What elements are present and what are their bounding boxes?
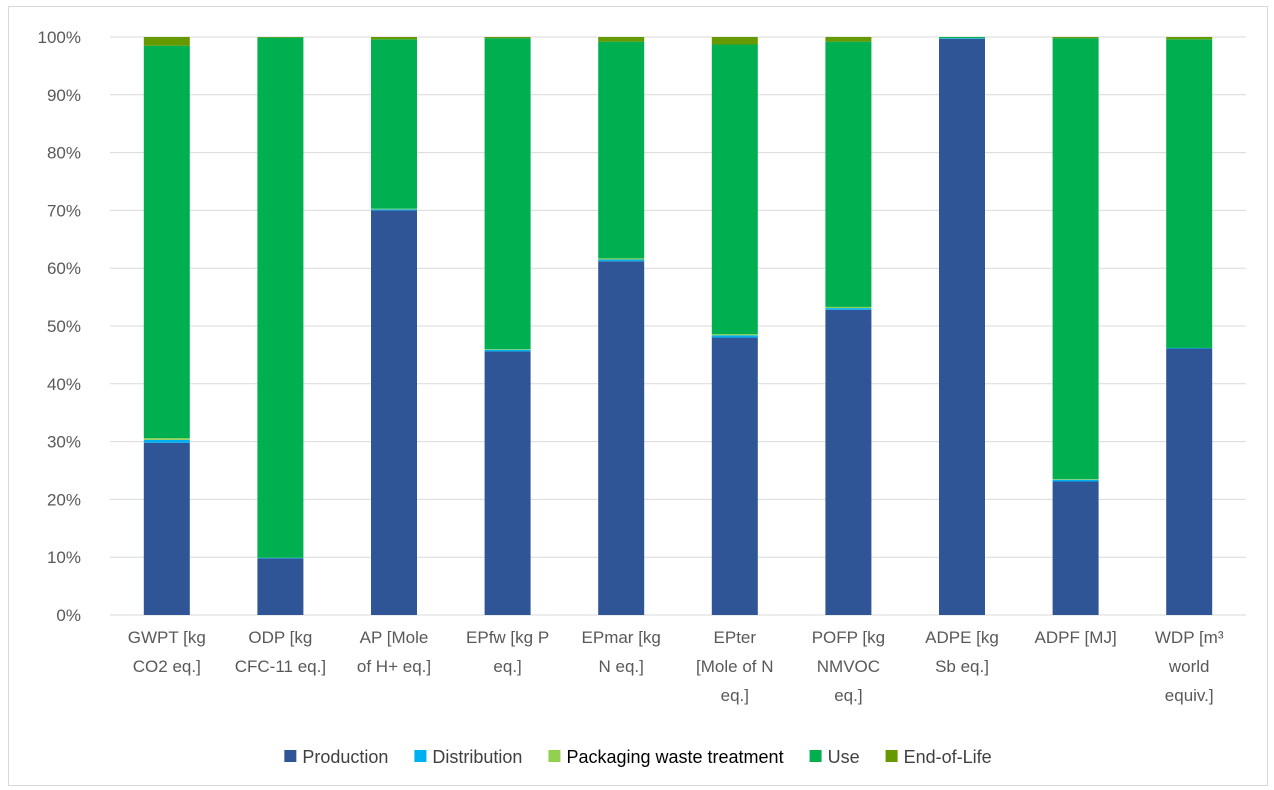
- bar-segment-distribution: [484, 349, 531, 352]
- x-axis-labels: GWPT [kg CO2 eq.] ODP [kg CFC-11 eq.] AP [Mo…: [128, 628, 1224, 705]
- bar-segment-use: [257, 37, 304, 558]
- bar-segment-use: [143, 45, 190, 439]
- x-tick-label: EPter: [714, 628, 757, 647]
- bar-segment-distribution: [143, 439, 190, 443]
- x-tick-label: CO2 eq.]: [133, 657, 201, 676]
- y-axis-ticks: 0% 10% 20% 30% 40% 50% 60% 70% 80% 90% 100%: [38, 28, 81, 625]
- bar-segment-packaging-waste-treatment: [825, 306, 872, 309]
- x-tick-label: ADPF [MJ]: [1035, 628, 1117, 647]
- bar-segment-packaging-waste-treatment: [484, 349, 531, 350]
- x-tick-label: [Mole of N: [696, 657, 773, 676]
- y-tick-label: 50%: [47, 317, 81, 336]
- bar-segment-production: [484, 351, 531, 615]
- x-tick-label: GWPT [kg: [128, 628, 206, 647]
- x-tick-label: WDP [m³: [1155, 628, 1224, 647]
- legend-label: Packaging waste treatment: [566, 747, 783, 767]
- legend-label: Production: [302, 747, 388, 767]
- x-tick-label: eq.]: [493, 657, 521, 676]
- bar-segment-production: [1166, 348, 1213, 615]
- bar-segment-distribution: [939, 38, 985, 39]
- bar-segment-production: [1052, 481, 1099, 615]
- bar-segment-production: [939, 38, 985, 615]
- bar-segment-end-of-life: [711, 37, 758, 45]
- y-tick-label: 100%: [38, 28, 81, 47]
- bar-segment-end-of-life: [143, 37, 190, 46]
- bar-segment-use: [711, 44, 758, 335]
- legend-swatch: [284, 750, 297, 762]
- x-tick-label: Sb eq.]: [935, 657, 989, 676]
- y-tick-label: 0%: [56, 606, 81, 625]
- bar-segment-use: [825, 41, 872, 307]
- x-tick-label: eq.]: [834, 686, 862, 705]
- x-tick-label: N eq.]: [599, 657, 644, 676]
- y-tick-label: 60%: [47, 259, 81, 278]
- legend: Production Distribution Packaging waste tr…: [284, 747, 992, 767]
- y-tick-label: 20%: [47, 490, 81, 509]
- bar-segment-distribution: [1052, 479, 1099, 482]
- bar-segment-packaging-waste-treatment: [371, 208, 417, 210]
- bar-segment-use: [1166, 39, 1213, 348]
- bar-segment-production: [143, 442, 190, 615]
- y-tick-label: 30%: [47, 433, 81, 452]
- x-tick-label: AP [Mole: [360, 628, 429, 647]
- bar-segment-packaging-waste-treatment: [598, 258, 645, 260]
- y-tick-label: 40%: [47, 375, 81, 394]
- bar-segment-end-of-life: [598, 37, 645, 42]
- bar-segment-packaging-waste-treatment: [1052, 479, 1099, 480]
- bar-segment-packaging-waste-treatment: [143, 438, 190, 440]
- bar-segment-end-of-life: [257, 37, 304, 38]
- legend-label: Distribution: [432, 747, 522, 767]
- bar-segment-distribution: [371, 209, 417, 211]
- x-tick-label: world: [1168, 657, 1210, 676]
- legend-swatch: [548, 750, 561, 762]
- x-tick-label: POFP [kg: [812, 628, 885, 647]
- bar-segment-use: [371, 39, 417, 209]
- legend-label: End-of-Life: [904, 747, 992, 767]
- legend-swatch: [414, 750, 427, 762]
- x-tick-label: CFC-11 eq.]: [235, 657, 326, 676]
- bar-segment-packaging-waste-treatment: [711, 334, 758, 336]
- y-tick-label: 90%: [47, 86, 81, 105]
- x-tick-label: eq.]: [721, 686, 749, 705]
- y-tick-label: 10%: [47, 548, 81, 567]
- bar-segment-use: [598, 41, 645, 259]
- bar-segment-distribution: [1166, 347, 1213, 349]
- bar-segment-end-of-life: [1166, 37, 1213, 40]
- x-tick-label: equiv.]: [1165, 686, 1214, 705]
- bar-segment-production: [825, 309, 872, 615]
- legend-label: Use: [828, 747, 860, 767]
- stacked-bar-chart: 0% 10% 20% 30% 40% 50% 60% 70% 80% 90% 100% GWPT […: [38, 28, 1246, 767]
- legend-swatch: [809, 750, 822, 762]
- bar-segment-production: [371, 210, 417, 615]
- x-tick-label: of H+ eq.]: [357, 657, 431, 676]
- bar-segment-use: [484, 38, 531, 350]
- bar-segment-end-of-life: [825, 37, 872, 42]
- bar-segment-end-of-life: [371, 37, 417, 40]
- bar-segment-use: [939, 37, 985, 39]
- chart-frame: 0% 10% 20% 30% 40% 50% 60% 70% 80% 90% 100% GWPT […: [8, 6, 1268, 786]
- x-tick-label: NMVOC: [817, 657, 880, 676]
- x-tick-label: ADPE [kg: [925, 628, 999, 647]
- bar-segment-production: [257, 558, 304, 615]
- bar-segment-distribution: [598, 259, 645, 262]
- bar-segment-distribution: [825, 308, 872, 310]
- bars: [143, 37, 1213, 615]
- x-tick-label: EPmar [kg: [582, 628, 661, 647]
- x-tick-label: ODP [kg: [248, 628, 312, 647]
- x-tick-label: EPfw [kg P: [466, 628, 549, 647]
- bar-segment-end-of-life: [1052, 37, 1099, 39]
- y-tick-label: 80%: [47, 144, 81, 163]
- bar-segment-end-of-life: [484, 37, 531, 39]
- bar-segment-distribution: [257, 557, 304, 559]
- bar-segment-distribution: [711, 335, 758, 338]
- bar-segment-use: [1052, 38, 1099, 480]
- bar-segment-production: [711, 337, 758, 615]
- y-tick-label: 70%: [47, 201, 81, 220]
- bar-segment-production: [598, 261, 645, 615]
- legend-swatch: [885, 750, 898, 762]
